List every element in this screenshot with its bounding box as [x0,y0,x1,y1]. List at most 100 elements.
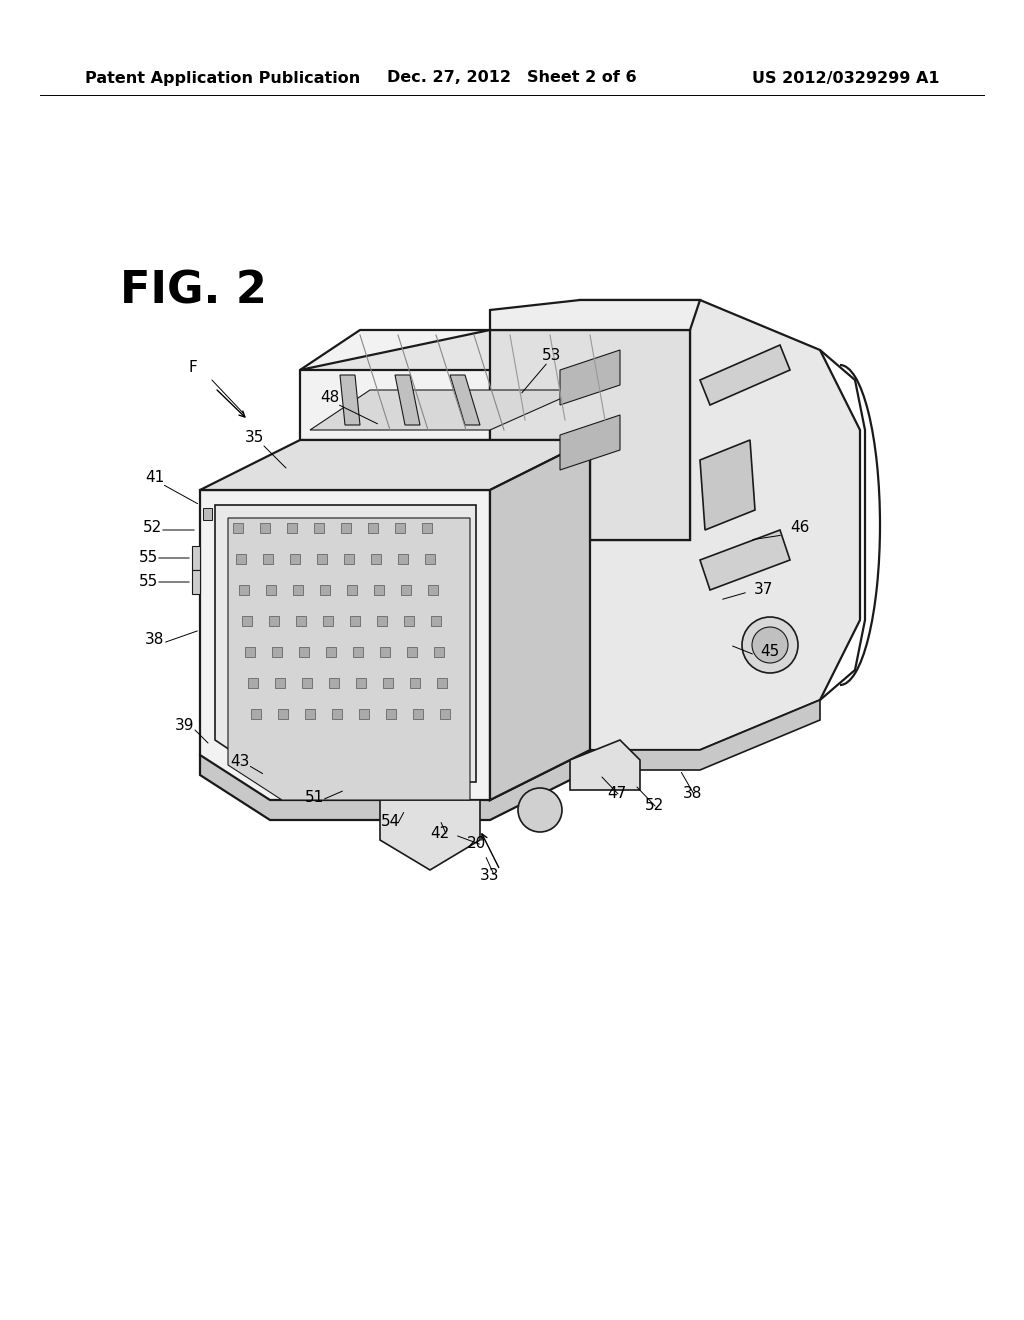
Polygon shape [242,616,252,626]
Polygon shape [300,330,690,370]
Polygon shape [359,709,369,719]
Polygon shape [278,709,288,719]
Polygon shape [272,647,282,657]
Text: 48: 48 [321,389,340,404]
Polygon shape [314,523,324,533]
Polygon shape [434,647,444,657]
Polygon shape [296,616,306,626]
Polygon shape [700,345,790,405]
Polygon shape [490,330,690,540]
Polygon shape [450,375,480,425]
Text: 38: 38 [683,785,702,800]
Polygon shape [386,709,396,719]
Polygon shape [236,554,246,564]
Polygon shape [560,350,620,405]
Polygon shape [233,523,243,533]
Polygon shape [200,440,590,490]
Polygon shape [248,678,258,688]
Polygon shape [245,647,255,657]
Polygon shape [700,531,790,590]
Text: 42: 42 [430,825,450,841]
Circle shape [752,627,788,663]
Polygon shape [269,616,279,626]
Text: 52: 52 [142,520,162,535]
Polygon shape [228,517,470,800]
Polygon shape [700,440,755,531]
Polygon shape [239,585,249,595]
Polygon shape [266,585,276,595]
Polygon shape [356,678,366,688]
Text: 38: 38 [145,632,165,648]
Text: Dec. 27, 2012 Sheet 2 of 6: Dec. 27, 2012 Sheet 2 of 6 [387,70,637,86]
Polygon shape [299,647,309,657]
Polygon shape [287,523,297,533]
Polygon shape [407,647,417,657]
Text: 55: 55 [138,550,158,565]
Text: US 2012/0329299 A1: US 2012/0329299 A1 [753,70,940,86]
Polygon shape [383,678,393,688]
Text: 52: 52 [644,797,664,813]
Text: 51: 51 [305,789,325,804]
Polygon shape [580,300,860,750]
Polygon shape [323,616,333,626]
Polygon shape [490,440,590,800]
Text: 45: 45 [760,644,779,660]
Polygon shape [293,585,303,595]
Polygon shape [395,523,406,533]
Polygon shape [310,389,580,430]
Polygon shape [401,585,411,595]
Text: 53: 53 [543,347,562,363]
Polygon shape [431,616,441,626]
Polygon shape [200,750,590,820]
Polygon shape [490,300,700,330]
Polygon shape [560,414,620,470]
Polygon shape [374,585,384,595]
Text: 41: 41 [145,470,165,484]
Text: 33: 33 [480,869,500,883]
Polygon shape [377,616,387,626]
Polygon shape [340,375,360,425]
Polygon shape [344,554,354,564]
Polygon shape [422,523,432,533]
Polygon shape [398,554,408,564]
Polygon shape [326,647,336,657]
Text: 20: 20 [467,836,486,850]
Polygon shape [371,554,381,564]
Polygon shape [193,546,200,570]
Text: FIG. 2: FIG. 2 [120,271,267,313]
Polygon shape [428,585,438,595]
Text: 55: 55 [138,574,158,590]
Polygon shape [368,523,378,533]
Text: 39: 39 [175,718,195,734]
Polygon shape [290,554,300,564]
Polygon shape [395,375,420,425]
Text: 46: 46 [790,520,809,536]
Polygon shape [425,554,435,564]
Polygon shape [341,523,351,533]
Polygon shape [215,506,476,781]
Polygon shape [380,647,390,657]
Polygon shape [317,554,327,564]
Polygon shape [440,709,450,719]
Text: 37: 37 [754,582,773,598]
Polygon shape [329,678,339,688]
Polygon shape [300,330,490,440]
Polygon shape [353,647,362,657]
Text: 54: 54 [380,814,399,829]
Polygon shape [347,585,357,595]
Text: 47: 47 [607,785,627,800]
Polygon shape [263,554,273,564]
Polygon shape [193,570,200,594]
Polygon shape [404,616,414,626]
Circle shape [742,616,798,673]
Polygon shape [319,585,330,595]
Polygon shape [380,800,480,870]
Polygon shape [200,490,490,800]
Polygon shape [275,678,285,688]
Polygon shape [305,709,315,719]
Polygon shape [203,508,212,520]
Text: 35: 35 [246,429,264,445]
Polygon shape [413,709,423,719]
Polygon shape [260,523,270,533]
Polygon shape [410,678,420,688]
